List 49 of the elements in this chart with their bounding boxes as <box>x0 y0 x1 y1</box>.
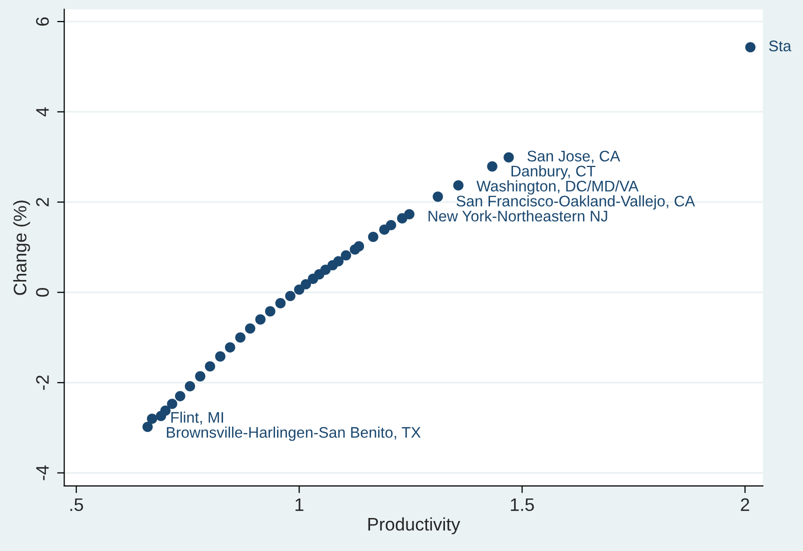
point <box>160 405 171 416</box>
point <box>142 422 153 432</box>
point <box>285 290 296 302</box>
point <box>487 161 498 172</box>
point <box>404 209 414 220</box>
point <box>368 232 378 242</box>
x-tick-label: .5 <box>70 498 84 512</box>
annotation: Washington, DC/MD/VA <box>476 180 639 195</box>
point <box>300 279 312 290</box>
point <box>255 314 266 325</box>
y-axis-title: Change (%) <box>13 200 30 295</box>
annotation: Sta <box>769 40 792 52</box>
point <box>245 323 256 334</box>
point <box>294 284 304 295</box>
annotation: New York-Northeastern NJ <box>428 210 608 222</box>
point <box>275 298 286 308</box>
point <box>175 391 186 402</box>
y-tick-label: -4 <box>36 465 49 480</box>
point <box>204 361 216 372</box>
y-tick-label: -2 <box>36 376 49 390</box>
point <box>386 220 396 230</box>
point <box>504 152 514 163</box>
y-tick-label: 6 <box>36 17 49 26</box>
point <box>333 256 344 266</box>
y-tick-label: 4 <box>36 107 49 116</box>
point <box>745 42 756 52</box>
x-tick-label: 1 <box>296 498 304 511</box>
point <box>224 342 236 353</box>
point <box>235 332 246 343</box>
x-tick-label: 1.5 <box>510 498 534 512</box>
y-tick-label: 0 <box>36 288 49 297</box>
x-axis-title: Productivity <box>368 517 460 534</box>
point <box>215 351 226 362</box>
point <box>166 398 178 409</box>
point <box>265 306 276 316</box>
annotation: Flint, MI <box>171 412 224 425</box>
point <box>432 192 443 202</box>
point <box>354 241 364 252</box>
annotation: Danbury, CT <box>512 165 596 180</box>
point <box>146 414 158 424</box>
point <box>453 180 464 191</box>
annotation: Brownsville-Harlingen-San Benito, TX <box>166 426 421 441</box>
annotation: San Francisco-Oakland-Vallejo, CA <box>456 195 696 210</box>
point <box>184 381 196 392</box>
point <box>340 250 352 260</box>
annotation: San Jose, CA <box>527 150 620 164</box>
y-tick-label: 2 <box>36 198 49 206</box>
x-tick-label: 2 <box>740 498 750 511</box>
point <box>195 371 206 382</box>
